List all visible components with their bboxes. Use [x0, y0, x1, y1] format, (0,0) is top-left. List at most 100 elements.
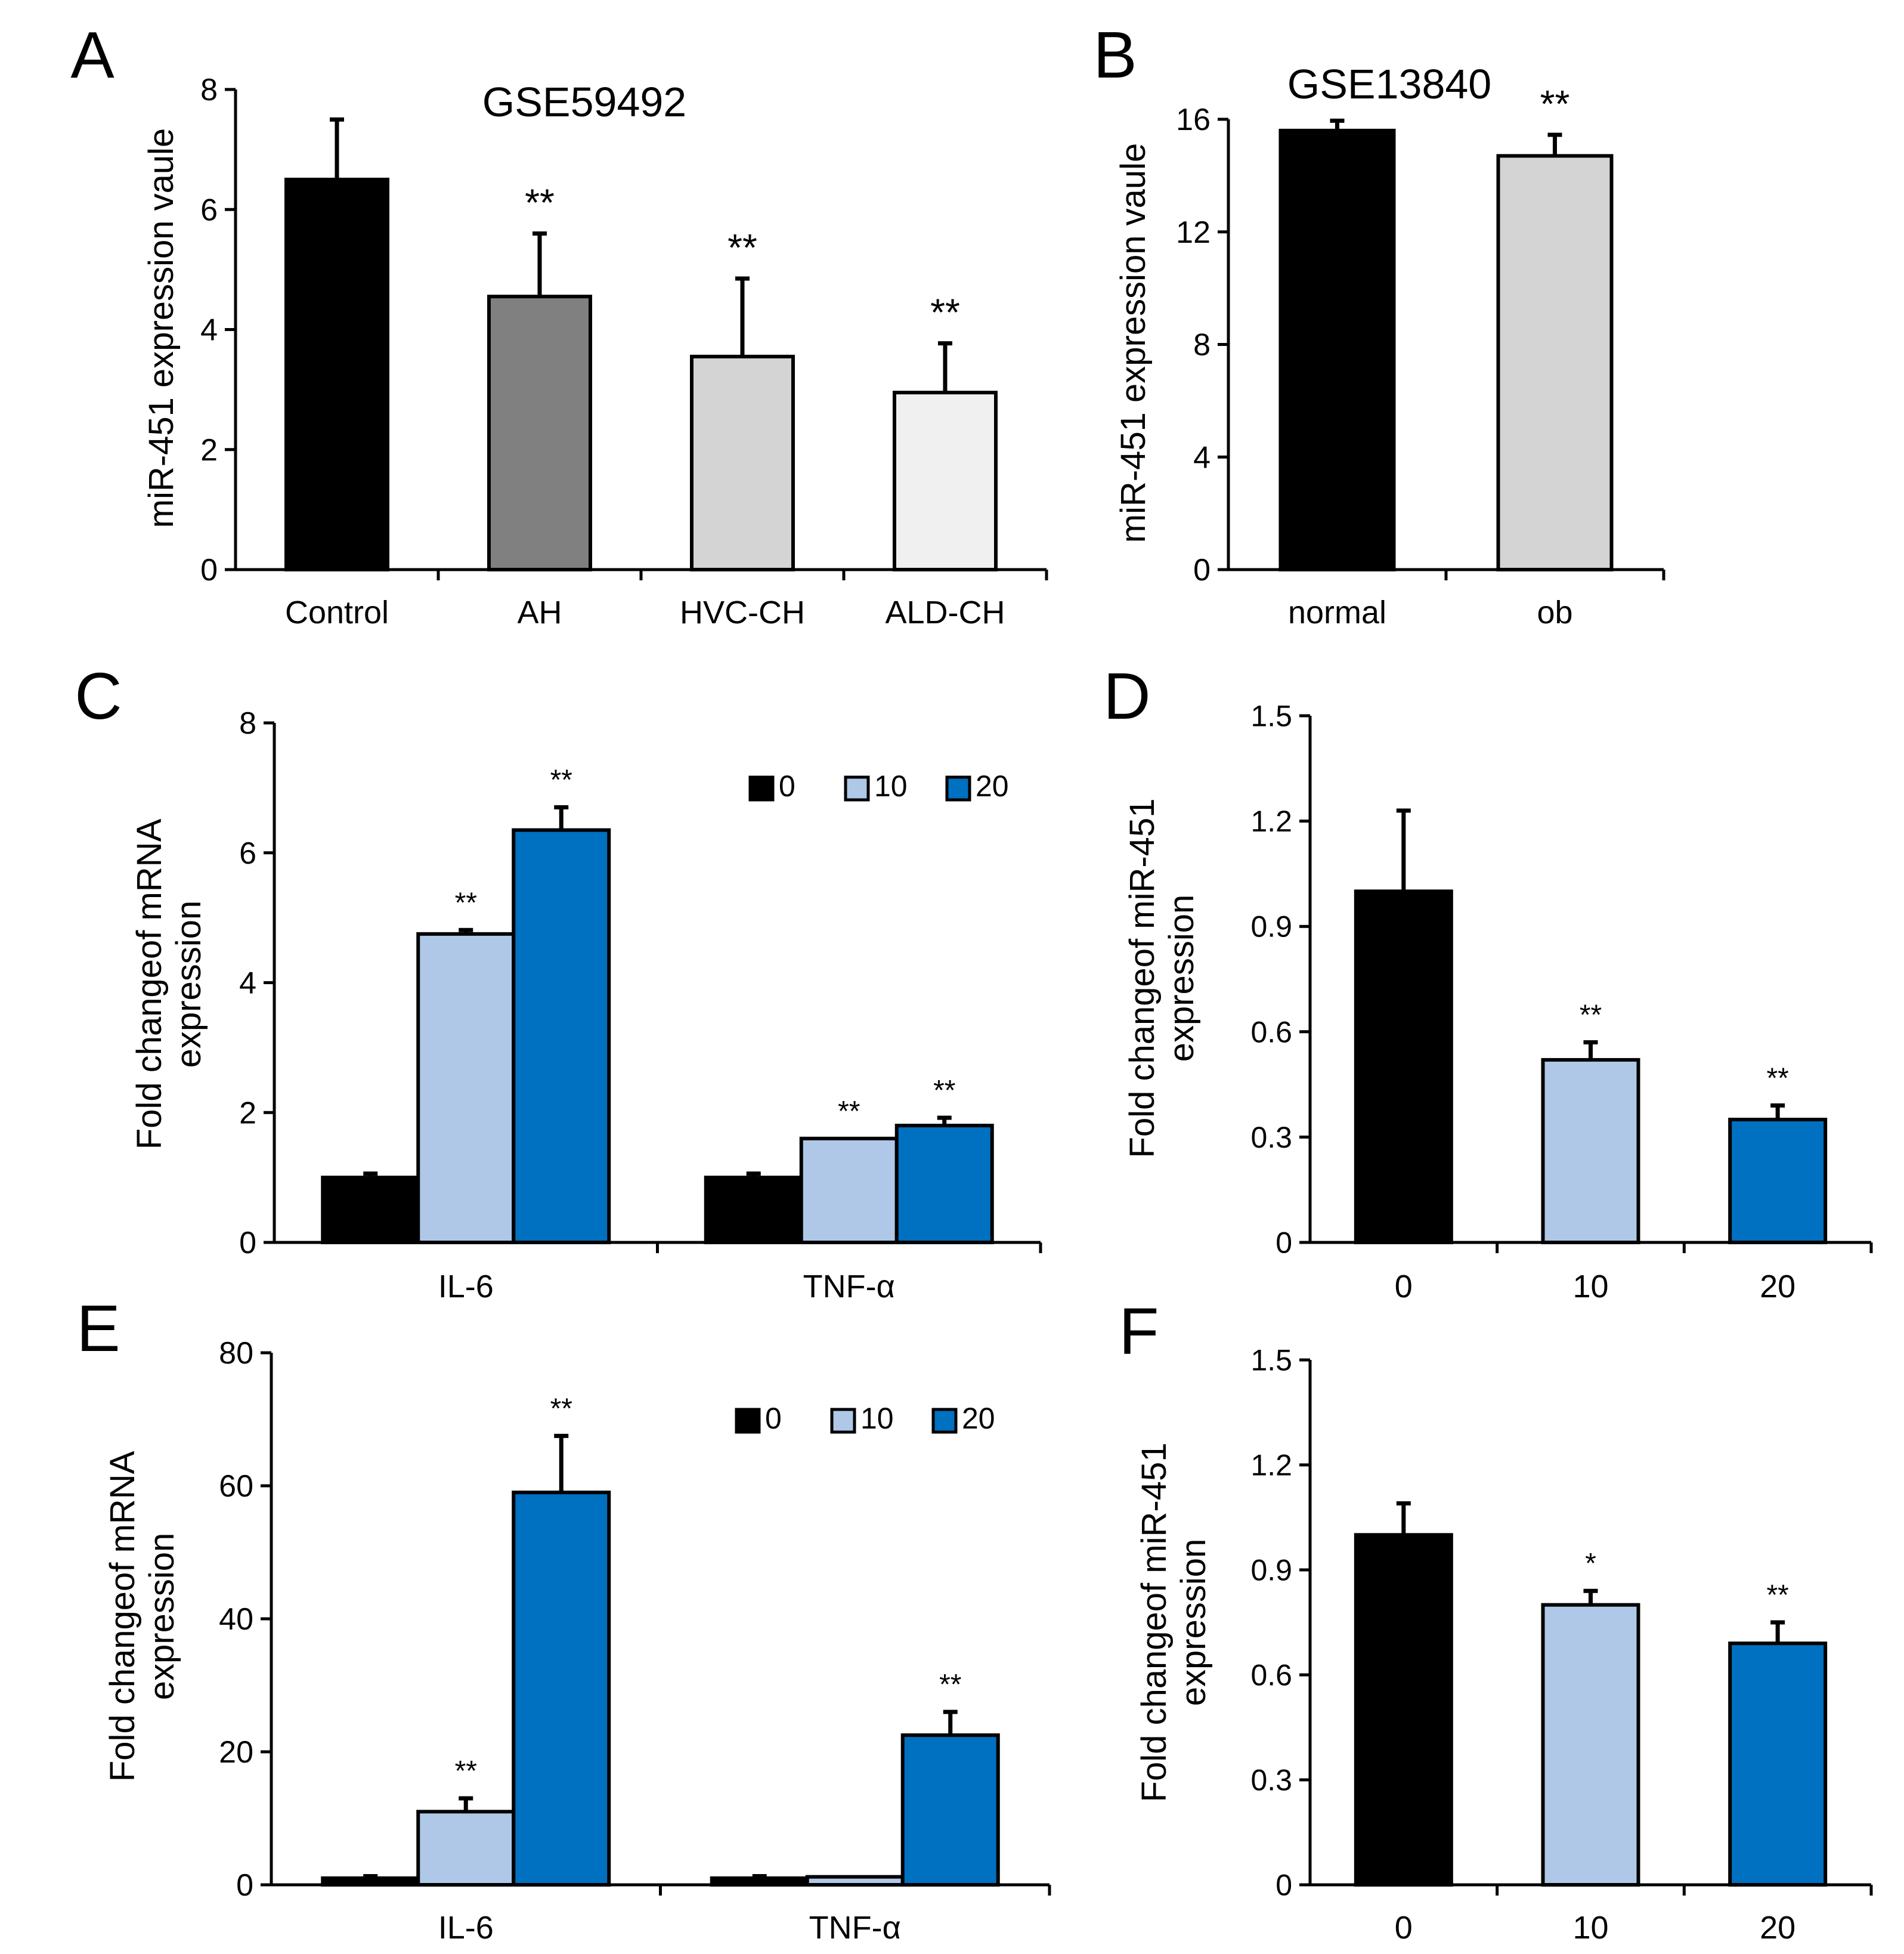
bar: [900, 1733, 1000, 1887]
legend-label: 0: [779, 769, 795, 803]
y-tick-label: 6: [239, 836, 256, 871]
y-tick-label: 0: [200, 553, 218, 588]
x-tick-label: TNF-α: [803, 1269, 895, 1304]
x-tick-label: ALD-CH: [885, 595, 1005, 630]
bar: [710, 1876, 809, 1887]
y-axis-label: miR-451 expression vaule: [142, 128, 181, 528]
legend-label: 20: [962, 1402, 995, 1435]
y-axis-label-line: expression: [169, 901, 208, 1068]
bar: [1354, 889, 1453, 1245]
chart-title: GSE13840: [1287, 61, 1491, 107]
y-axis-label-line: Fold changeof miR-451: [1123, 799, 1162, 1158]
x-tick-label: Control: [285, 595, 389, 630]
y-tick-label: 0: [236, 1868, 253, 1903]
bar: [321, 1176, 420, 1244]
panel-letter: E: [76, 1292, 120, 1365]
bar: [1278, 128, 1396, 571]
y-tick-label: 0: [1193, 553, 1210, 588]
y-tick-label: 0: [1275, 1869, 1292, 1902]
significance-label: **: [455, 1755, 477, 1787]
x-tick-label: 0: [1395, 1269, 1413, 1304]
x-tick-label: ob: [1537, 595, 1572, 630]
y-tick-label: 1.5: [1250, 700, 1292, 733]
bar: [894, 1124, 994, 1245]
y-tick-label: 8: [200, 73, 218, 107]
chart-title: GSE59492: [482, 79, 686, 125]
panel-letter: D: [1103, 660, 1150, 733]
panel-letter: B: [1093, 18, 1137, 92]
y-tick-label: 2: [239, 1096, 256, 1130]
legend: 0 10 20: [735, 1402, 995, 1435]
y-tick-label: 0.3: [1250, 1121, 1292, 1154]
y-tick-label: 0: [1275, 1226, 1292, 1260]
x-tick-label: 10: [1572, 1269, 1608, 1304]
panel-A: A GSE59492 0 2 4 6 8 miR-451 expression vaule Co…: [70, 18, 1048, 630]
y-axis-label-line: Fold changeof mRNA: [130, 818, 169, 1149]
significance-label: **: [525, 181, 555, 224]
y-tick-label: 80: [219, 1336, 253, 1371]
y-tick-label: 60: [219, 1469, 253, 1504]
bar: [321, 1876, 420, 1887]
x-tick-label: 20: [1760, 1269, 1795, 1304]
y-tick-label: 4: [200, 313, 218, 348]
panel-B: B GSE13840 0 4 8 12 16 miR-451 expression vaule…: [1093, 18, 1665, 630]
bar: [1354, 1533, 1453, 1887]
y-tick-label: 0: [239, 1226, 256, 1260]
panel-D: D 0 0.3 0.6 0.9 1.2 1.5 Fold changeof miR-451 ex…: [1103, 660, 1873, 1304]
significance-label: **: [838, 1096, 860, 1127]
significance-label: **: [933, 1075, 955, 1106]
y-axis-label-line: expression: [1162, 895, 1201, 1062]
y-tick-label: 8: [239, 706, 256, 741]
x-tick-label: IL-6: [438, 1269, 494, 1304]
x-tick-label: 0: [1395, 1910, 1413, 1946]
y-tick-label: 1.2: [1250, 1449, 1292, 1482]
bar: [1496, 154, 1614, 571]
y-tick-label: 8: [1193, 328, 1210, 363]
significance-label: **: [1540, 82, 1570, 125]
significance-label: **: [930, 291, 960, 334]
y-axis-label-line: expression: [143, 1533, 181, 1700]
bar: [512, 828, 611, 1245]
y-tick-label: 0.6: [1250, 1015, 1292, 1049]
significance-label: **: [550, 1393, 572, 1424]
y-tick-label: 12: [1176, 215, 1210, 250]
y-tick-label: 4: [1193, 440, 1210, 475]
y-axis-label-line: expression: [1174, 1539, 1213, 1706]
bar: [690, 354, 795, 571]
significance-label: **: [727, 226, 757, 269]
significance-label: **: [1580, 999, 1602, 1031]
y-tick-label: 0.6: [1250, 1659, 1292, 1692]
y-axis-label: miR-451 expression vaule: [1114, 143, 1153, 543]
x-tick-label: IL-6: [438, 1910, 494, 1946]
y-tick-label: 1.2: [1250, 805, 1292, 838]
y-tick-label: 4: [239, 966, 256, 1001]
panel-E: E 0 20 40 60 80 Fold changeof mRNA expression IL…: [76, 1292, 1051, 1946]
significance-label: **: [550, 765, 572, 796]
legend: 0 10 20: [748, 769, 1009, 803]
significance-label: **: [1766, 1062, 1788, 1094]
y-tick-label: 6: [200, 193, 218, 227]
y-tick-label: 1.5: [1250, 1344, 1292, 1377]
legend-swatch: [931, 1408, 958, 1434]
bar: [416, 1810, 516, 1887]
panel-letter: F: [1119, 1295, 1159, 1368]
y-tick-label: 20: [219, 1735, 253, 1770]
y-tick-label: 40: [219, 1602, 253, 1637]
bar: [416, 932, 516, 1244]
legend-swatch: [945, 775, 971, 802]
y-tick-label: 0.9: [1250, 1554, 1292, 1587]
significance-label: **: [455, 887, 477, 919]
legend-label: 20: [976, 769, 1009, 803]
panel-C: C 0 2 4 6 8 Fold changeof mRNA expression IL-6 TN…: [75, 660, 1042, 1304]
bar: [1728, 1641, 1828, 1887]
bar: [805, 1875, 905, 1887]
y-axis-label-line: Fold changeof mRNA: [103, 1451, 142, 1782]
panel-letter: A: [70, 18, 114, 92]
legend-label: 10: [874, 769, 908, 803]
significance-label: **: [1766, 1579, 1788, 1611]
legend-swatch: [844, 775, 870, 802]
legend-swatch: [748, 775, 775, 802]
significance-label: *: [1585, 1548, 1596, 1579]
panel-letter: C: [75, 660, 122, 733]
